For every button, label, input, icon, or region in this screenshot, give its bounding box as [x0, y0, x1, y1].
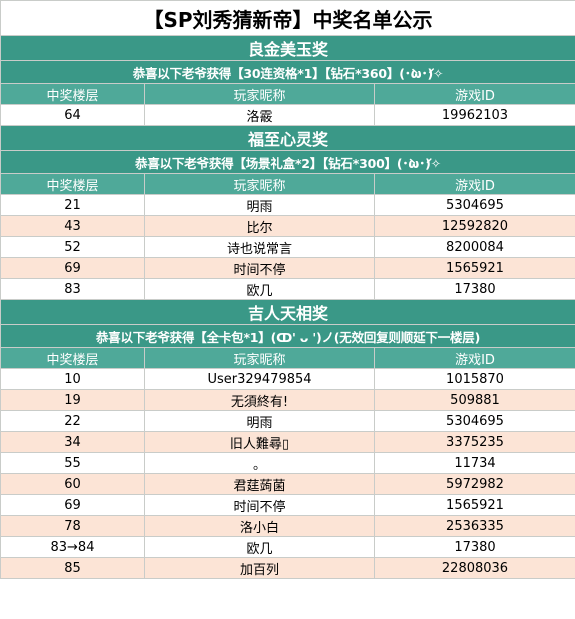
floor-cell: 34	[0, 431, 145, 453]
floor-cell: 60	[0, 473, 145, 495]
floor-cell: 78	[0, 515, 145, 537]
nickname-cell: 欧几	[144, 536, 375, 558]
game-id-cell: 5972982	[374, 473, 575, 495]
game-id-cell: 11734	[374, 452, 575, 474]
section-title-row: 福至心灵奖	[0, 125, 575, 151]
section-subtitle-row: 恭喜以下老爷获得【30连资格*1】【钻石*360】(･̀ω･́)✧	[0, 60, 575, 84]
floor-header: 中奖楼层	[0, 347, 145, 369]
nickname-cell: 比尔	[144, 215, 375, 237]
game-id-cell: 2536335	[374, 515, 575, 537]
game-id-cell: 3375235	[374, 431, 575, 453]
nickname-cell: 洛小白	[144, 515, 375, 537]
floor-cell: 19	[0, 389, 145, 411]
winner-row: 34 旧人難尋▯ 3375235	[0, 431, 575, 453]
column-header-row: 中奖楼层 玩家昵称 游戏ID	[0, 173, 575, 195]
section-title-row: 吉人天相奖	[0, 299, 575, 325]
floor-cell: 83→84	[0, 536, 145, 558]
game-id-cell: 1565921	[374, 257, 575, 279]
winner-row: 83→84 欧几 17380	[0, 536, 575, 558]
game-id-cell: 17380	[374, 278, 575, 300]
game-id-cell: 509881	[374, 389, 575, 411]
game-id-cell: 5304695	[374, 194, 575, 216]
floor-cell: 69	[0, 257, 145, 279]
winner-row: 83 欧几 17380	[0, 278, 575, 300]
floor-cell: 52	[0, 236, 145, 258]
floor-cell: 83	[0, 278, 145, 300]
section-title-row: 良金美玉奖	[0, 35, 575, 61]
nickname-header: 玩家昵称	[144, 347, 375, 369]
nickname-cell: 无須終有!	[144, 389, 375, 411]
winner-row: 85 加百列 22808036	[0, 557, 575, 579]
winner-row: 60 君莛蒟菌 5972982	[0, 473, 575, 495]
page-title: 【SP刘秀猜新帝】中奖名单公示	[0, 0, 575, 36]
section-title: 良金美玉奖	[0, 35, 575, 61]
section-subtitle-row: 恭喜以下老爷获得【全卡包*1】(ↀ' ᴗ ')ノ(无效回复则顺延下一楼层)	[0, 324, 575, 348]
floor-cell: 55	[0, 452, 145, 474]
winner-row: 78 洛小白 2536335	[0, 515, 575, 537]
winners-table: 【SP刘秀猜新帝】中奖名单公示 良金美玉奖 恭喜以下老爷获得【30连资格*1】【钻…	[0, 0, 575, 579]
column-header-row: 中奖楼层 玩家昵称 游戏ID	[0, 83, 575, 105]
game-id-cell: 17380	[374, 536, 575, 558]
game-id-cell: 1565921	[374, 494, 575, 516]
winner-row: 55。 11734	[0, 452, 575, 474]
winner-row: 64 洛霰 19962103	[0, 104, 575, 126]
section-subtitle: 恭喜以下老爷获得【场景礼盒*2】【钻石*300】(･̀ω･́)✧	[0, 150, 575, 174]
floor-cell: 85	[0, 557, 145, 579]
floor-cell: 22	[0, 410, 145, 432]
winner-row: 52 诗也说常言 8200084	[0, 236, 575, 258]
winner-row: 69 时间不停 1565921	[0, 257, 575, 279]
nickname-cell: 欧几	[144, 278, 375, 300]
nickname-cell: 旧人難尋▯	[144, 431, 375, 453]
nickname-header: 玩家昵称	[144, 173, 375, 195]
floor-cell: 10	[0, 368, 145, 390]
winner-row: 69 时间不停 1565921	[0, 494, 575, 516]
game-id-cell: 22808036	[374, 557, 575, 579]
column-header-row: 中奖楼层 玩家昵称 游戏ID	[0, 347, 575, 369]
game-id-cell: 5304695	[374, 410, 575, 432]
game-id-header: 游戏ID	[374, 347, 575, 369]
nickname-cell: User329479854	[144, 368, 375, 390]
game-id-cell: 1015870	[374, 368, 575, 390]
floor-cell: 43	[0, 215, 145, 237]
section-title: 福至心灵奖	[0, 125, 575, 151]
nickname-cell: 洛霰	[144, 104, 375, 126]
game-id-cell: 8200084	[374, 236, 575, 258]
winner-row: 22 明雨 5304695	[0, 410, 575, 432]
section-subtitle: 恭喜以下老爷获得【30连资格*1】【钻石*360】(･̀ω･́)✧	[0, 60, 575, 84]
section-title: 吉人天相奖	[0, 299, 575, 325]
section-subtitle: 恭喜以下老爷获得【全卡包*1】(ↀ' ᴗ ')ノ(无效回复则顺延下一楼层)	[0, 324, 575, 348]
nickname-cell: 明雨	[144, 410, 375, 432]
floor-header: 中奖楼层	[0, 83, 145, 105]
nickname-cell: 明雨	[144, 194, 375, 216]
nickname-header: 玩家昵称	[144, 83, 375, 105]
nickname-cell: 君莛蒟菌	[144, 473, 375, 495]
floor-cell: 64	[0, 104, 145, 126]
winner-row: 43 比尔 12592820	[0, 215, 575, 237]
game-id-cell: 19962103	[374, 104, 575, 126]
game-id-header: 游戏ID	[374, 83, 575, 105]
section-subtitle-row: 恭喜以下老爷获得【场景礼盒*2】【钻石*300】(･̀ω･́)✧	[0, 150, 575, 174]
winner-row: 10 User329479854 1015870	[0, 368, 575, 390]
game-id-cell: 12592820	[374, 215, 575, 237]
floor-cell: 21	[0, 194, 145, 216]
nickname-cell: 时间不停	[144, 257, 375, 279]
floor-header: 中奖楼层	[0, 173, 145, 195]
nickname-cell: 。	[144, 452, 375, 474]
title-row: 【SP刘秀猜新帝】中奖名单公示	[0, 0, 575, 36]
nickname-cell: 时间不停	[144, 494, 375, 516]
floor-cell: 69	[0, 494, 145, 516]
winner-row: 19 无須終有! 509881	[0, 389, 575, 411]
winner-row: 21 明雨 5304695	[0, 194, 575, 216]
nickname-cell: 加百列	[144, 557, 375, 579]
game-id-header: 游戏ID	[374, 173, 575, 195]
nickname-cell: 诗也说常言	[144, 236, 375, 258]
